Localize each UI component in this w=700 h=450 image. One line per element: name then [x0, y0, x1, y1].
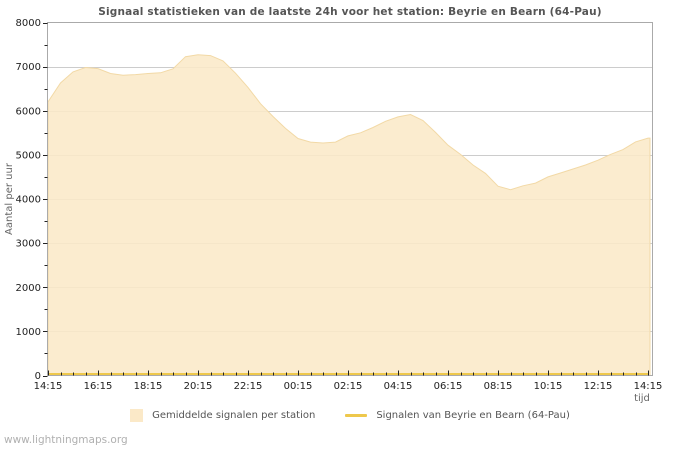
- svg-text:4000: 4000: [16, 195, 41, 206]
- area-series-average: [47, 54, 651, 376]
- x-axis-labels: 14:15 16:15 18:15 20:15 22:15 00:15 02:15 04:15…: [34, 381, 663, 392]
- svg-text:1000: 1000: [16, 327, 41, 338]
- legend-label-average: Gemiddelde signalen per station: [152, 410, 316, 421]
- svg-text:10:15: 10:15: [534, 381, 563, 392]
- legend-swatch-area: [130, 409, 144, 422]
- y-axis-labels: 0 1000 2000 3000 4000 5000 6000 7000 8000: [16, 18, 41, 382]
- svg-text:20:15: 20:15: [184, 381, 213, 392]
- svg-text:8000: 8000: [16, 18, 41, 29]
- legend-label-station: Signalen van Beyrie en Bearn (64-Pau): [376, 410, 570, 421]
- legend-item-average: Gemiddelde signalen per station: [130, 409, 315, 422]
- svg-text:7000: 7000: [16, 62, 41, 73]
- svg-text:6000: 6000: [16, 106, 41, 117]
- legend-item-station: Signalen van Beyrie en Bearn (64-Pau): [345, 410, 570, 421]
- svg-text:00:15: 00:15: [284, 381, 313, 392]
- svg-text:08:15: 08:15: [484, 381, 513, 392]
- svg-text:14:15: 14:15: [634, 381, 663, 392]
- svg-text:0: 0: [35, 371, 41, 382]
- svg-text:14:15: 14:15: [34, 381, 63, 392]
- legend-swatch-line: [345, 414, 368, 417]
- svg-text:22:15: 22:15: [234, 381, 263, 392]
- legend: Gemiddelde signalen per station Signalen…: [0, 409, 700, 422]
- svg-text:18:15: 18:15: [134, 381, 163, 392]
- y-axis-title: Aantal per uur: [4, 163, 15, 235]
- x-axis-title: tijd: [634, 393, 650, 404]
- svg-text:04:15: 04:15: [384, 381, 413, 392]
- svg-text:16:15: 16:15: [84, 381, 113, 392]
- chart-title: Signaal statistieken van de laatste 24h …: [98, 6, 602, 18]
- svg-text:5000: 5000: [16, 150, 41, 161]
- svg-text:12:15: 12:15: [584, 381, 613, 392]
- axis-ticks: [43, 23, 649, 377]
- svg-text:02:15: 02:15: [334, 381, 363, 392]
- svg-text:06:15: 06:15: [434, 381, 463, 392]
- svg-text:2000: 2000: [16, 283, 41, 294]
- watermark: www.lightningmaps.org: [4, 434, 128, 446]
- svg-text:3000: 3000: [16, 239, 41, 250]
